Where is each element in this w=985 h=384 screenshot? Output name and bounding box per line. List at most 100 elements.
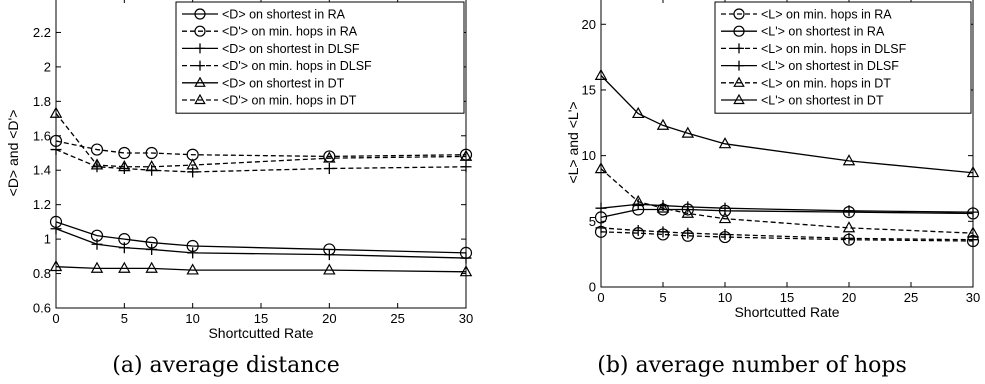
legend-marker: [733, 8, 745, 20]
y-tick-label: 1.2: [33, 197, 51, 212]
y-tick-label: 0.8: [33, 266, 51, 281]
x-tick-label: 5: [659, 290, 666, 305]
legend-box: [714, 1, 972, 114]
y-tick-label: 5: [589, 214, 596, 229]
x-tick-label: 10: [718, 290, 732, 305]
data-point-marker: [90, 143, 104, 156]
data-point-marker: [323, 151, 336, 163]
data-point-marker: [146, 243, 158, 255]
y-tick-label: 2: [44, 59, 51, 74]
data-point-marker: [145, 261, 158, 273]
data-point-marker: [718, 137, 732, 149]
y-tick-label: 1.8: [33, 94, 51, 109]
x-tick-label: 30: [459, 311, 473, 326]
series-line: [55, 148, 467, 173]
y-tick-label: 15: [582, 82, 596, 97]
data-point-marker: [631, 106, 645, 119]
data-point-marker: [187, 166, 199, 178]
legend-marker: [734, 43, 744, 54]
legend-entry: <D'> on min. hops in DLSF: [222, 59, 372, 73]
y-tick-label: 0: [589, 280, 596, 295]
data-point-marker: [145, 160, 158, 172]
legend-marker: [195, 43, 205, 54]
data-point-marker: [594, 68, 608, 80]
data-point-marker: [323, 263, 336, 275]
series-line: [55, 140, 467, 158]
data-point-marker: [842, 154, 856, 166]
data-point-marker: [843, 205, 855, 217]
x-axis-label: Shortcutted Rate: [734, 304, 839, 320]
data-point-marker: [90, 261, 104, 273]
series-line: [55, 112, 467, 168]
y-tick-label: 1: [44, 232, 51, 247]
y-tick-label: 1.6: [33, 128, 51, 143]
data-point-marker: [49, 106, 63, 118]
data-point-marker: [682, 227, 694, 239]
y-axis-label: <L> and <L'>: [565, 101, 581, 183]
data-point-marker: [595, 222, 607, 234]
y-axis-label: <D> and <D'>: [5, 110, 21, 197]
panel-caption: (a) average distance: [112, 353, 339, 378]
data-point-marker: [681, 126, 695, 138]
legend-marker: [194, 93, 206, 105]
x-tick-label: 5: [121, 311, 128, 326]
data-point-marker: [50, 223, 62, 235]
data-point-marker: [91, 238, 103, 250]
legend-box: [175, 1, 465, 114]
data-point-marker: [967, 206, 979, 218]
data-point-marker: [323, 163, 335, 174]
data-point-marker: [719, 228, 731, 240]
legend-entry: <L'> on shortest in DT: [761, 94, 884, 108]
legend-marker: [733, 25, 745, 37]
series-line: [600, 208, 974, 219]
y-tick-label: 1.4: [33, 163, 51, 178]
legend-marker: [734, 60, 744, 71]
legend-entry: <L> on min. hops in DT: [761, 76, 891, 90]
data-point-marker: [966, 226, 980, 238]
data-point-marker: [90, 158, 104, 170]
legend-entry: <D'> on min. hops in DT: [222, 94, 357, 108]
x-tick-label: 10: [185, 311, 199, 326]
legend-marker: [733, 76, 745, 87]
data-point-marker: [632, 225, 644, 237]
legend-entry: <L> on min. hops in RA: [761, 8, 892, 22]
panel-caption: (b) average number of hops: [597, 353, 907, 378]
x-tick-label: 30: [966, 290, 980, 305]
data-point-marker: [145, 146, 158, 160]
data-point-marker: [719, 202, 731, 214]
series-line: [600, 168, 974, 234]
data-point-marker: [718, 211, 732, 224]
data-point-marker: [118, 146, 131, 160]
legend-entry: <D> on shortest in DT: [222, 76, 345, 90]
legend-entry: <D> on shortest in RA: [222, 8, 346, 22]
legend-marker: [194, 76, 206, 87]
data-point-marker: [843, 232, 855, 244]
data-point-marker: [595, 202, 607, 214]
x-tick-label: 0: [52, 311, 59, 326]
legend-entry: <D'> on min. hops in RA: [222, 25, 358, 39]
data-point-marker: [187, 247, 199, 259]
x-tick-label: 20: [842, 290, 856, 305]
x-tick-label: 15: [254, 311, 268, 326]
legend-marker: [194, 8, 206, 20]
data-point-marker: [967, 234, 979, 246]
data-point-marker: [460, 161, 472, 173]
data-point-marker: [186, 158, 199, 170]
y-tick-label: 10: [582, 148, 596, 163]
data-point-marker: [631, 194, 645, 207]
x-tick-label: 0: [597, 290, 604, 305]
data-point-marker: [594, 162, 608, 174]
y-tick-label: 2.2: [33, 25, 51, 40]
legend-entry: <L'> on shortest in RA: [761, 25, 885, 39]
legend-entry: <D> on shortest in DLSF: [222, 42, 360, 56]
data-point-marker: [118, 242, 130, 254]
x-tick-label: 20: [322, 311, 336, 326]
data-point-marker: [118, 160, 131, 172]
legend-marker: [195, 60, 205, 71]
data-point-marker: [186, 263, 199, 275]
legend-entry: <L> on min. hops in DLSF: [761, 42, 907, 56]
x-tick-label: 25: [390, 311, 404, 326]
legend-entry: <L'> on shortest in DLSF: [761, 59, 899, 73]
